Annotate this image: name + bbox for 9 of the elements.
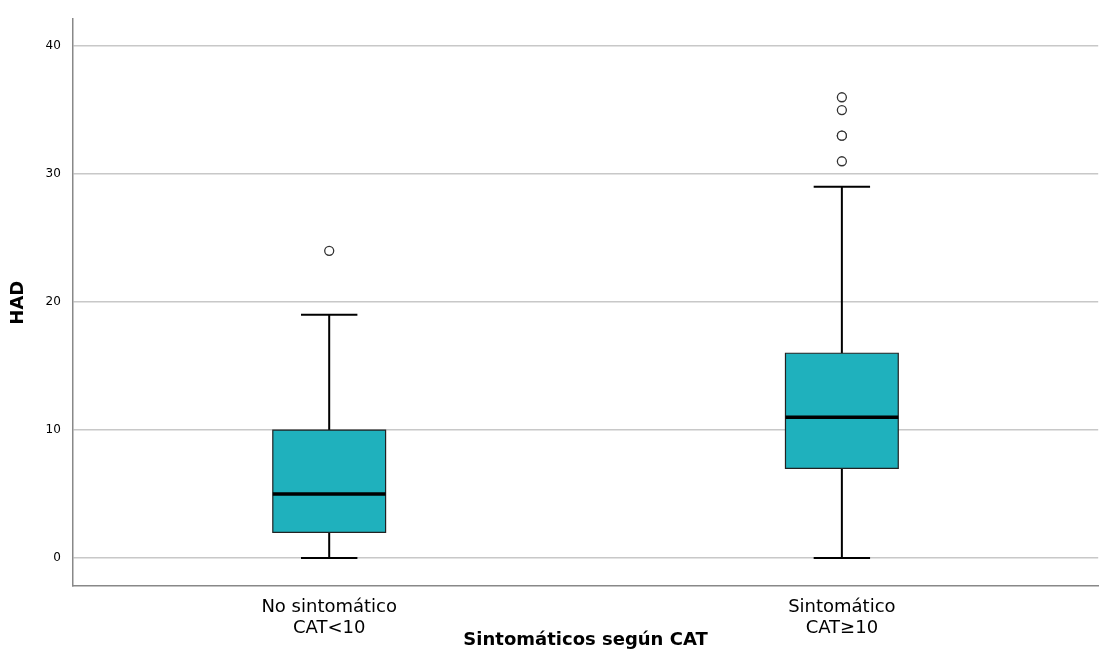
- x-axis-title: Sintomáticos según CAT: [463, 627, 709, 649]
- x-tick-label: No sintomático CAT<10: [261, 594, 397, 638]
- y-tick-label: 30: [45, 166, 61, 181]
- y-axis-title: HAD: [6, 280, 28, 325]
- y-tick-label: 40: [45, 38, 61, 53]
- y-tick-label: 10: [45, 422, 61, 437]
- y-tick-label: 20: [45, 294, 61, 309]
- y-tick-label: 0: [53, 550, 61, 565]
- x-tick-label: Sintomático CAT≥10: [788, 594, 896, 638]
